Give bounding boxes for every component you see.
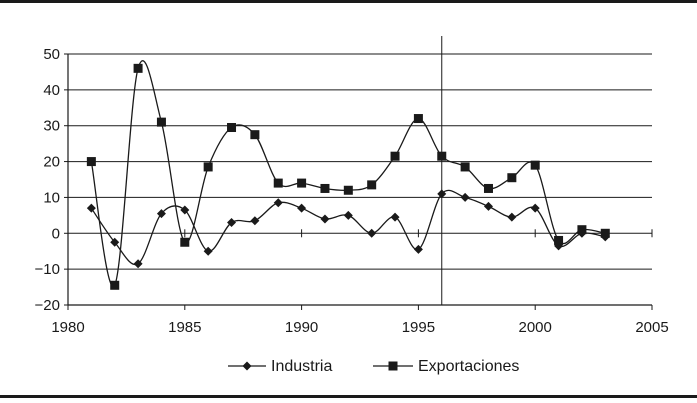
data-point-industria-1991 [320,214,330,224]
data-point-industria-1987 [227,218,237,228]
y-tick-label: −20 [35,297,60,314]
data-point-industria-1995 [413,244,423,254]
data-point-industria-1999 [507,212,517,222]
legend-label-exportaciones: Exportaciones [418,358,519,375]
data-point-exportaciones-1991 [320,183,330,193]
data-point-industria-1989 [273,198,283,208]
data-point-exportaciones-1983 [133,63,143,73]
gridlines [68,53,652,306]
data-point-industria-1994 [390,212,400,222]
series-line-industria [90,189,606,266]
data-point-exportaciones-1992 [343,185,353,195]
data-point-industria-1993 [367,228,377,238]
data-point-exportaciones-2002 [577,225,587,235]
y-tick-label: 10 [43,189,60,206]
data-point-exportaciones-1995 [413,114,423,124]
data-point-industria-1984 [156,209,166,219]
x-tick-label: 2000 [519,319,552,336]
data-point-industria-1990 [297,203,307,213]
data-point-industria-1992 [343,210,353,220]
data-point-exportaciones-1993 [367,180,377,190]
legend-marker-exportaciones [388,361,398,371]
data-point-industria-1982 [110,237,120,247]
data-point-industria-2000 [530,203,540,213]
y-tick-label: −10 [35,261,60,278]
data-point-exportaciones-1994 [390,151,400,161]
data-point-exportaciones-1982 [110,280,120,290]
data-point-industria-1981 [86,203,96,213]
x-tick-label: 2005 [635,319,668,336]
data-point-industria-1998 [483,201,493,211]
legend-label-industria: Industria [271,358,332,375]
series-industria [86,189,610,269]
data-point-industria-1986 [203,246,213,256]
data-point-exportaciones-1987 [227,123,237,133]
data-point-exportaciones-2001 [554,235,564,245]
data-point-exportaciones-1981 [86,157,96,167]
tick-labels: −20 −10 0 10 20 30 40 50 1980 1985 1990 1995 2000 200… [35,46,669,336]
y-tick-label: 20 [43,154,60,171]
x-tick-label: 1985 [168,319,201,336]
series-line-exportaciones [90,60,606,288]
series-exportaciones [86,60,610,290]
y-tick-label: 40 [43,82,60,99]
data-point-exportaciones-1984 [156,117,166,127]
x-tick-label: 1995 [402,319,435,336]
data-point-industria-1985 [180,205,190,215]
series [86,60,610,290]
data-point-exportaciones-1986 [203,162,213,172]
data-point-industria-1996 [437,189,447,199]
data-point-industria-1997 [460,192,470,202]
y-tick-label: 30 [43,118,60,135]
data-point-exportaciones-1999 [507,173,517,183]
x-tick-label: 1990 [285,319,318,336]
top-rule [0,0,697,3]
data-point-exportaciones-2000 [530,160,540,170]
y-tick-label: 50 [43,46,60,63]
data-point-exportaciones-2003 [600,228,610,238]
data-point-exportaciones-1990 [297,178,307,188]
legend: Industria Exportaciones [228,358,519,375]
x-tick-label: 1980 [51,319,84,336]
data-point-industria-1983 [133,259,143,269]
data-point-exportaciones-1988 [250,130,260,140]
y-tick-label: 0 [52,225,60,242]
data-point-exportaciones-1989 [273,178,283,188]
legend-marker-industria [242,361,252,371]
data-point-industria-1988 [250,216,260,226]
data-point-exportaciones-1998 [483,183,493,193]
data-point-exportaciones-1985 [180,237,190,247]
data-point-exportaciones-1997 [460,162,470,172]
bottom-rule [0,395,697,398]
data-point-exportaciones-1996 [437,151,447,161]
